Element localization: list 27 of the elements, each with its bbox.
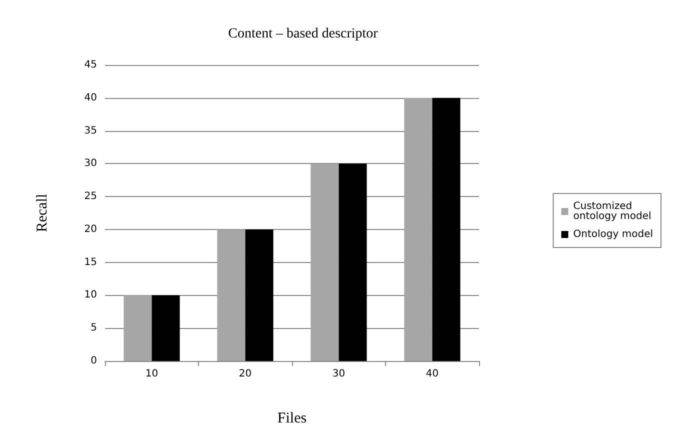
bar xyxy=(404,98,432,361)
bar xyxy=(432,98,460,361)
y-tick-label: 25 xyxy=(84,191,97,202)
bar xyxy=(152,295,180,361)
y-tick-label: 0 xyxy=(90,356,97,366)
bar xyxy=(124,295,152,361)
bar xyxy=(245,229,274,361)
bar xyxy=(338,164,367,361)
legend-label: Ontology model xyxy=(573,229,654,240)
x-tick-label: 20 xyxy=(238,368,252,380)
x-tick-label: 40 xyxy=(426,368,439,380)
y-axis-title: Recall xyxy=(34,194,50,232)
y-tick-label: 30 xyxy=(84,158,97,170)
x-axis-title: Files xyxy=(277,410,307,426)
y-tick-label: 5 xyxy=(90,322,97,334)
y-tick-label: 40 xyxy=(84,92,97,104)
y-tick-label: 20 xyxy=(84,224,97,235)
chart-title: Content – based descriptor xyxy=(228,26,378,42)
y-tick-label: 15 xyxy=(84,256,97,268)
x-tick-label: 30 xyxy=(332,368,346,380)
y-tick-label: 35 xyxy=(84,125,97,136)
bar xyxy=(217,229,246,361)
y-tick-label: 10 xyxy=(84,290,97,301)
x-tick-label: 10 xyxy=(145,368,158,380)
bar xyxy=(310,164,339,361)
legend-label: Customized ontology model xyxy=(573,201,652,222)
y-tick-label: 45 xyxy=(84,60,97,70)
